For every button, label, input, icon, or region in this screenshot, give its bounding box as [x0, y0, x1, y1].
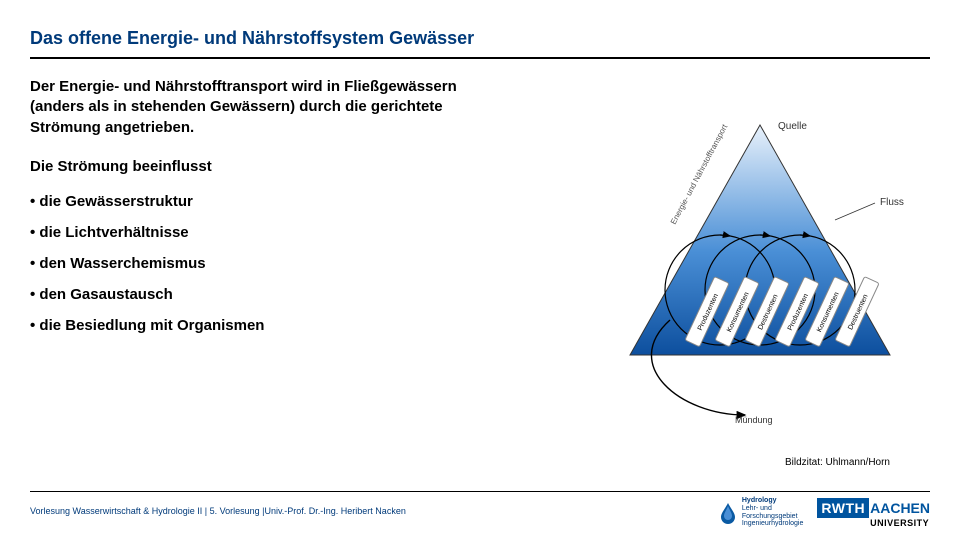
hydrology-line: Hydrology	[742, 497, 804, 505]
image-caption: Bildzitat: Uhlmann/Horn	[785, 457, 890, 468]
footer-rule	[30, 491, 930, 492]
hydrology-line: Lehr- und	[742, 505, 804, 513]
footer-text: Vorlesung Wasserwirtschaft & Hydrologie …	[30, 506, 406, 516]
rwth-logo: RWTH AACHEN UNIVERSITY	[817, 498, 930, 528]
title-rule	[30, 57, 930, 59]
rwth-block: RWTH	[817, 498, 869, 518]
hydrology-logo: Hydrology Lehr- und Forschungsgebiet Ing…	[720, 497, 804, 528]
triangle-diagram: Quelle Energie- und Nährstofftransport F…	[590, 105, 930, 425]
drop-icon	[720, 502, 736, 524]
right-label: Fluss	[880, 197, 904, 208]
slide-title: Das offene Energie- und Nährstoffsystem …	[30, 28, 930, 57]
intro-paragraph: Der Energie- und Nährstofftransport wird…	[30, 77, 510, 138]
hydrology-line: Ingenieurhydrologie	[742, 520, 804, 528]
logo-bar: Hydrology Lehr- und Forschungsgebiet Ing…	[720, 497, 930, 528]
hydrology-line: Forschungsgebiet	[742, 513, 804, 521]
rwth-aachen: AACHEN	[870, 500, 930, 516]
rwth-university: UNIVERSITY	[870, 518, 930, 528]
bottom-label: Mündung	[735, 415, 773, 425]
apex-label: Quelle	[778, 121, 807, 132]
